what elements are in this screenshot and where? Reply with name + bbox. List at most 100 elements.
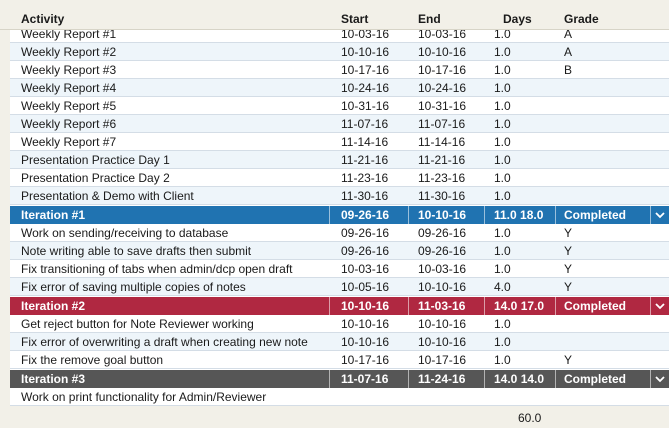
total-days: 60.0 xyxy=(518,411,542,425)
row-grade: Y xyxy=(564,280,573,294)
row-activity: Weekly Report #4 xyxy=(21,81,117,95)
iteration-end: 11-24-16 xyxy=(418,372,466,386)
row-grade: A xyxy=(564,45,573,59)
row-grade: B xyxy=(564,63,573,77)
table-row[interactable]: Weekly Report #2 10-10-16 10-10-16 1.0 A xyxy=(10,43,669,61)
table-row[interactable]: Note writing able to save drafts then su… xyxy=(10,242,669,260)
expand-button[interactable] xyxy=(650,370,669,389)
row-start: 11-07-16 xyxy=(341,117,389,131)
row-end: 10-03-16 xyxy=(418,262,467,276)
iteration-title: Iteration #3 xyxy=(21,372,86,386)
column-divider xyxy=(555,370,556,389)
row-end: 11-14-16 xyxy=(418,135,466,149)
iteration-row[interactable]: Iteration #3 11-07-16 11-24-16 14.0 14.0 Com… xyxy=(10,369,669,389)
row-end: 10-10-16 xyxy=(418,317,467,331)
header-grade[interactable]: Grade xyxy=(564,12,599,26)
row-end: 10-10-16 xyxy=(418,280,467,294)
table-row[interactable]: Presentation Practice Day 1 11-21-16 11-21… xyxy=(10,151,669,169)
iteration-start: 09-26-16 xyxy=(341,208,390,222)
expand-button[interactable] xyxy=(650,206,669,225)
table-row[interactable]: Weekly Report #7 11-14-16 11-14-16 1.0 xyxy=(10,133,669,151)
column-divider xyxy=(484,297,485,316)
row-activity: Weekly Report #2 xyxy=(21,45,117,59)
row-end: 09-26-16 xyxy=(418,226,467,240)
iteration-days: 11.0 18.0 xyxy=(494,208,544,222)
table-row[interactable]: Weekly Report #4 10-24-16 10-24-16 1.0 xyxy=(10,79,669,97)
table-row[interactable]: Weekly Report #5 10-31-16 10-31-16 1.0 xyxy=(10,97,669,115)
row-start: 10-03-16 xyxy=(341,262,390,276)
row-start: 10-10-16 xyxy=(341,317,390,331)
row-start: 10-10-16 xyxy=(341,45,390,59)
iteration-start: 11-07-16 xyxy=(341,372,389,386)
row-days: 1.0 xyxy=(494,189,511,203)
iteration-row[interactable]: Iteration #2 10-10-16 11-03-16 14.0 17.0 Com… xyxy=(10,296,669,316)
row-end: 10-10-16 xyxy=(418,335,467,349)
column-divider xyxy=(408,206,409,225)
column-divider xyxy=(555,297,556,316)
table-row[interactable]: Get reject button for Note Reviewer work… xyxy=(10,315,669,333)
row-days: 1.0 xyxy=(494,27,511,41)
row-days: 1.0 xyxy=(494,226,511,240)
row-start: 11-23-16 xyxy=(341,171,389,185)
row-end: 10-31-16 xyxy=(418,99,467,113)
table-row[interactable]: Weekly Report #3 10-17-16 10-17-16 1.0 B xyxy=(10,61,669,79)
chevron-down-icon xyxy=(655,303,665,310)
row-activity: Fix transitioning of tabs when admin/dcp… xyxy=(21,262,293,276)
row-start: 10-17-16 xyxy=(341,63,390,77)
header-end[interactable]: End xyxy=(418,12,441,26)
row-activity: Weekly Report #1 xyxy=(21,27,117,41)
row-start: 11-14-16 xyxy=(341,135,389,149)
column-divider xyxy=(329,370,330,389)
row-activity: Fix the remove goal button xyxy=(21,353,164,367)
row-end: 10-24-16 xyxy=(418,81,467,95)
row-start: 10-31-16 xyxy=(341,99,390,113)
row-start: 09-26-16 xyxy=(341,226,390,240)
row-end: 11-23-16 xyxy=(418,171,466,185)
iteration-status: Completed xyxy=(564,299,627,313)
row-days: 4.0 xyxy=(494,280,511,294)
header-activity[interactable]: Activity xyxy=(21,12,65,26)
row-end: 09-26-16 xyxy=(418,244,467,258)
row-start: 10-03-16 xyxy=(341,27,390,41)
iteration-days: 14.0 14.0 xyxy=(494,372,545,386)
row-days: 1.0 xyxy=(494,262,511,276)
table-row[interactable]: Work on sending/receiving to database 09-… xyxy=(10,224,669,242)
header-start[interactable]: Start xyxy=(341,12,369,26)
table-row[interactable]: Weekly Report #6 11-07-16 11-07-16 1.0 xyxy=(10,115,669,133)
iteration-row[interactable]: Iteration #1 09-26-16 10-10-16 11.0 18.0 Com… xyxy=(10,205,669,225)
row-start: 10-10-16 xyxy=(341,335,390,349)
row-days: 1.0 xyxy=(494,171,511,185)
table-row[interactable]: Fix error of saving multiple copies of n… xyxy=(10,278,669,296)
chevron-down-icon xyxy=(655,212,665,219)
row-grade: Y xyxy=(564,262,573,276)
expand-button[interactable] xyxy=(650,297,669,316)
table-row[interactable]: Presentation & Demo with Client 11-30-16 1… xyxy=(10,187,669,205)
column-divider xyxy=(329,206,330,225)
row-activity: Presentation Practice Day 1 xyxy=(21,153,170,167)
row-start: 11-21-16 xyxy=(341,153,389,167)
table-header: Activity Start End Days Grade xyxy=(0,0,669,30)
row-days: 1.0 xyxy=(494,335,511,349)
column-divider xyxy=(408,370,409,389)
iteration-status: Completed xyxy=(564,372,627,386)
header-days[interactable]: Days xyxy=(503,12,532,26)
row-days: 1.0 xyxy=(494,244,511,258)
column-divider xyxy=(408,297,409,316)
row-activity: Work on sending/receiving to database xyxy=(21,226,229,240)
table-row[interactable]: Fix the remove goal button 10-17-16 10-17-… xyxy=(10,351,669,369)
table-row[interactable]: Fix error of overwriting a draft when cr… xyxy=(10,333,669,351)
row-activity: Presentation Practice Day 2 xyxy=(21,171,170,185)
row-activity: Work on print functionality for Admin/Re… xyxy=(21,390,267,404)
row-days: 1.0 xyxy=(494,135,511,149)
row-days: 1.0 xyxy=(494,117,511,131)
row-activity: Weekly Report #7 xyxy=(21,135,117,149)
iteration-end: 11-03-16 xyxy=(418,299,466,313)
row-start: 10-17-16 xyxy=(341,353,390,367)
chevron-down-icon xyxy=(655,376,665,383)
column-divider xyxy=(329,297,330,316)
table-row[interactable]: Work on print functionality for Admin/Re… xyxy=(10,388,669,406)
table-row[interactable]: Presentation Practice Day 2 11-23-16 11-23… xyxy=(10,169,669,187)
table-row[interactable]: Fix transitioning of tabs when admin/dcp… xyxy=(10,260,669,278)
row-end: 10-03-16 xyxy=(418,27,467,41)
row-days: 1.0 xyxy=(494,353,511,367)
